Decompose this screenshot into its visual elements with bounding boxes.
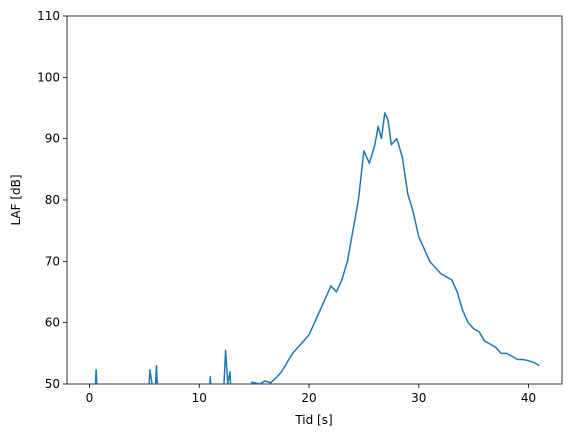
y-tick-label: 50 bbox=[45, 377, 60, 391]
y-axis-label: LAF [dB] bbox=[9, 174, 23, 225]
y-tick-label: 90 bbox=[45, 132, 60, 146]
x-tick-label: 0 bbox=[86, 391, 94, 405]
y-tick-label: 110 bbox=[37, 9, 60, 23]
y-tick-label: 70 bbox=[45, 254, 60, 268]
plot-frame bbox=[66, 15, 563, 385]
x-tick-label: 30 bbox=[411, 391, 426, 405]
x-axis-label: Tid [s] bbox=[294, 413, 332, 427]
y-tick-label: 60 bbox=[45, 316, 60, 330]
x-tick-label: 10 bbox=[192, 391, 207, 405]
y-tick-label: 80 bbox=[45, 193, 60, 207]
data-line bbox=[94, 112, 540, 384]
x-tick-label: 20 bbox=[301, 391, 316, 405]
y-tick-label: 100 bbox=[37, 70, 60, 84]
x-tick-label: 40 bbox=[521, 391, 536, 405]
